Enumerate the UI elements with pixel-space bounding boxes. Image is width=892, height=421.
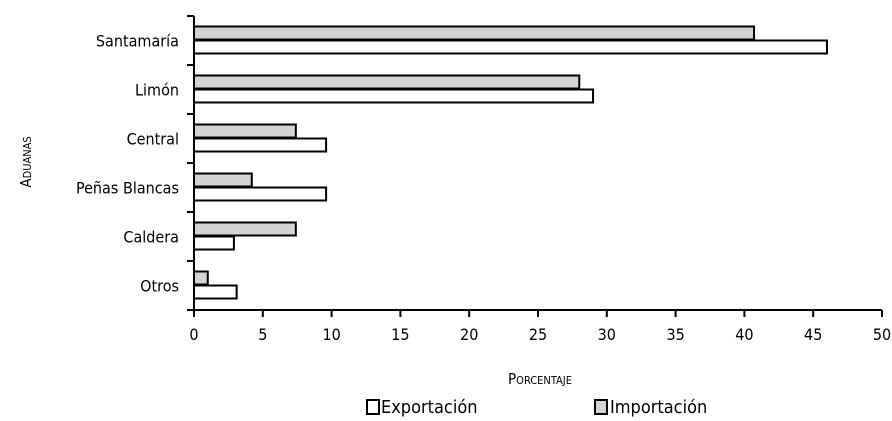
x-tick-label: 0	[189, 325, 198, 344]
legend-label-importacion: Importación	[610, 397, 707, 418]
legend-swatch-importacion	[594, 399, 608, 415]
x-tick-label: 25	[529, 325, 547, 344]
bar-exportacion-penas-blancas	[193, 186, 328, 202]
x-tick-label: 5	[258, 325, 267, 344]
x-tick-label: 30	[598, 325, 616, 344]
bar-importacion-limon	[193, 74, 581, 90]
y-axis-title: Aduanas	[17, 136, 35, 187]
category-label: Central	[127, 130, 179, 149]
x-tick-label: 45	[804, 325, 822, 344]
bar-importacion-penas-blancas	[193, 172, 253, 188]
legend-label-exportacion: Exportación	[381, 397, 478, 418]
x-tick-label: 40	[735, 325, 753, 344]
x-tick-label: 15	[391, 325, 409, 344]
x-tick-label: 10	[322, 325, 340, 344]
category-label: Otros	[140, 277, 179, 296]
bar-exportacion-central	[193, 137, 328, 153]
bar-exportacion-limon	[193, 88, 595, 104]
x-tick-label: 50	[873, 325, 891, 344]
category-label: Peñas Blancas	[76, 179, 179, 198]
bar-exportacion-caldera	[193, 235, 235, 251]
category-label: Caldera	[123, 228, 179, 247]
category-label: Santamaría	[96, 32, 179, 51]
x-axis-title: Porcentaje	[508, 370, 572, 388]
bar-importacion-central	[193, 123, 297, 139]
bar-importacion-caldera	[193, 221, 297, 237]
plot-area: 0 5 10 15 20 25 30 35 40 45 50 Santamaría Limón Centr…	[76, 15, 891, 344]
x-tick-label: 20	[460, 325, 478, 344]
bar-exportacion-santamaria	[193, 39, 828, 55]
category-label: Limón	[135, 81, 179, 100]
legend: Exportación Importación	[366, 397, 707, 418]
legend-swatch-exportacion	[366, 399, 380, 415]
bar-importacion-santamaria	[193, 25, 756, 41]
x-tick-label: 35	[666, 325, 684, 344]
bar-exportacion-otros	[193, 284, 238, 300]
bar-importacion-otros	[193, 270, 209, 286]
